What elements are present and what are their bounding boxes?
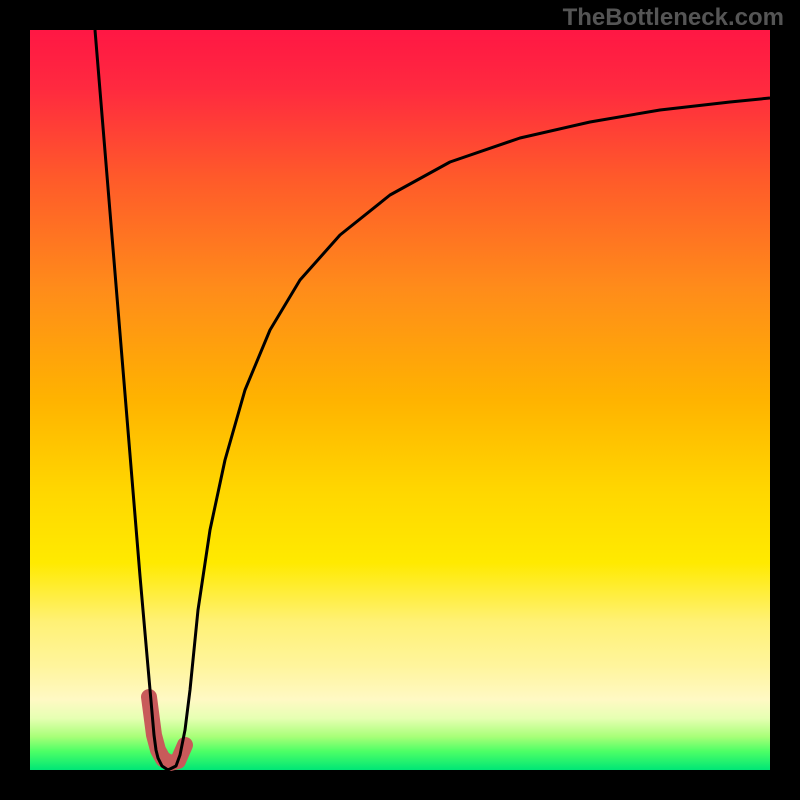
bottleneck-curve [95,30,770,770]
watermark-text: TheBottleneck.com [563,4,784,32]
chart-svg [0,0,800,800]
chart-container: TheBottleneck.com [0,0,800,800]
